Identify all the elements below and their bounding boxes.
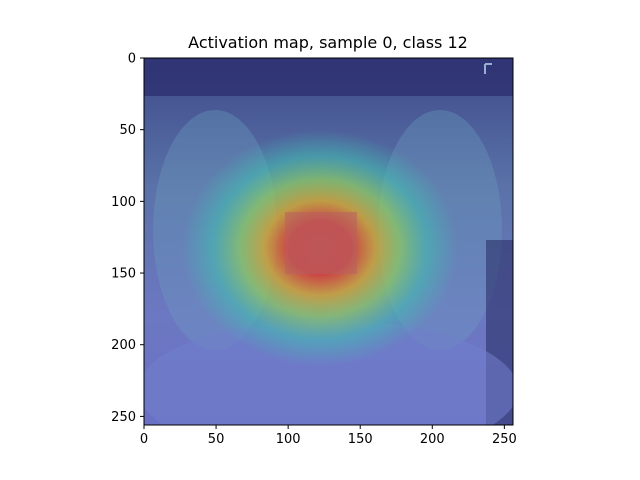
y-tick-label: 50 — [119, 123, 136, 138]
heat-peak — [285, 212, 357, 274]
y-axis: 0 50 100 150 200 250 — [111, 52, 144, 425]
y-tick-label: 100 — [111, 195, 136, 210]
marker-glyph — [484, 63, 492, 74]
activation-heatmap-image — [144, 58, 513, 425]
x-tick-label: 50 — [208, 432, 225, 447]
x-tick-label: 100 — [276, 432, 301, 447]
x-tick-label: 200 — [420, 432, 445, 447]
diaphragm-region — [144, 320, 513, 425]
x-tick-label: 150 — [348, 432, 373, 447]
y-tick-label: 200 — [111, 338, 136, 353]
y-tick-label: 250 — [111, 410, 136, 425]
y-tick-label: 150 — [111, 267, 136, 282]
plot-frame — [143, 57, 514, 426]
chart-title: Activation map, sample 0, class 12 — [188, 33, 468, 52]
top-dark-band — [144, 58, 513, 96]
x-tick-label: 250 — [492, 432, 517, 447]
y-tick-label: 0 — [128, 52, 136, 67]
x-tick-label: 0 — [140, 432, 148, 447]
x-axis: 0 50 100 150 200 250 — [140, 425, 517, 447]
